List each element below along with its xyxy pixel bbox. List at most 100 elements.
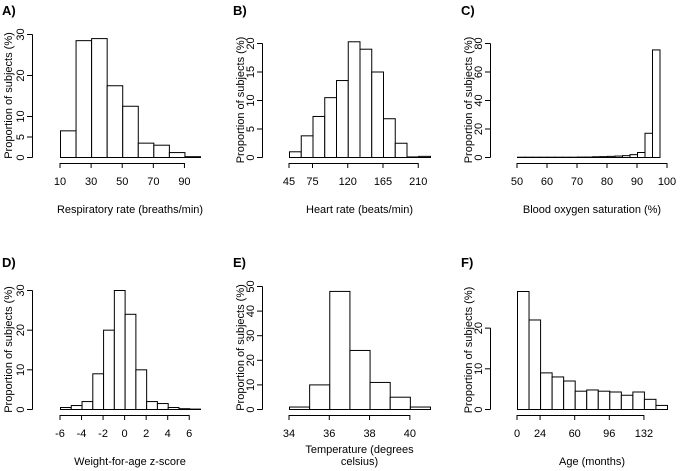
histogram-bar (70, 405, 83, 410)
histogram-bar (418, 155, 431, 159)
x-tick-label: 45 (283, 176, 295, 188)
x-axis-label-line2: celsius) (341, 456, 378, 468)
x-tick-label: 96 (603, 428, 615, 440)
y-tick-label: 5 (245, 126, 257, 132)
histogram-bar (103, 329, 115, 410)
histogram-bar (517, 291, 530, 410)
histogram-bar (81, 401, 94, 411)
histogram-bar (113, 290, 126, 410)
panel-letter: C) (461, 3, 475, 18)
x-axis-label: Age (months) (559, 456, 625, 468)
y-axis-label: Proportion of subjects (%) (235, 284, 247, 411)
x-tick-label: 60 (569, 428, 581, 440)
y-tick-label: 40 (245, 305, 257, 317)
histogram-bar (394, 142, 408, 158)
histogram-bar (122, 105, 139, 158)
histogram-bar (655, 404, 669, 410)
histogram-bar (629, 154, 638, 158)
x-tick-label: 34 (283, 428, 295, 440)
histogram-bar (137, 142, 155, 158)
x-tick-label: 100 (658, 176, 676, 188)
x-tick-label: 50 (511, 176, 523, 188)
histogram-bar (349, 349, 371, 410)
histogram-bar (574, 390, 588, 411)
histogram-bar (609, 391, 622, 410)
x-axis-label: Heart rate (beats/min) (306, 204, 413, 216)
y-tick-label: 10 (245, 94, 257, 106)
histogram-bar (289, 406, 311, 411)
histogram-bar (406, 156, 420, 158)
y-tick-label: 10 (245, 379, 257, 391)
y-tick-label: 80 (473, 37, 485, 49)
histogram-bar (622, 155, 631, 159)
histogram-bar (91, 38, 108, 158)
histogram-bar (60, 407, 72, 410)
x-tick-label: 70 (147, 176, 159, 188)
histogram-bar (289, 151, 302, 159)
histogram-bar (359, 48, 373, 159)
panel-letter: F) (461, 255, 473, 270)
histogram-bar (652, 49, 661, 158)
x-tick-label: 60 (541, 176, 553, 188)
x-tick-label: 80 (601, 176, 613, 188)
x-tick-label: 0 (514, 428, 520, 440)
y-tick-label: 20 (473, 322, 485, 334)
y-axis-label: Proportion of subjects (%) (463, 287, 475, 414)
histogram-bar (383, 118, 396, 158)
x-tick-label: 50 (116, 176, 128, 188)
x-axis-label: Respiratory rate (breaths/min) (57, 204, 203, 216)
histogram-bar (389, 396, 411, 411)
x-tick-label: 40 (404, 428, 416, 440)
histogram-bar (135, 369, 148, 411)
y-tick-label: 10 (15, 364, 27, 376)
histogram-bar (563, 380, 576, 411)
x-tick-label: 10 (54, 176, 66, 188)
histogram-bar (184, 156, 201, 158)
y-tick-label: 60 (473, 66, 485, 78)
x-axis-label: Temperature (degrees (305, 444, 414, 456)
histogram-bar (167, 407, 180, 410)
histogram-bar (644, 132, 653, 158)
x-tick-label: 165 (374, 176, 392, 188)
histogram-bar (156, 403, 169, 410)
y-tick-label: 0 (245, 406, 257, 412)
y-tick-label: 20 (15, 324, 27, 336)
histogram-bar (92, 373, 105, 410)
histogram-bar (124, 313, 137, 410)
x-axis-label: Blood oxygen saturation (%) (523, 204, 661, 216)
histogram-bar (599, 156, 608, 159)
histogram-bar (312, 115, 326, 158)
y-tick-label: 10 (473, 363, 485, 375)
x-tick-label: 30 (85, 176, 97, 188)
x-tick-label: -6 (55, 428, 65, 440)
y-tick-label: 0 (473, 406, 485, 412)
histogram-bar (347, 41, 361, 158)
y-tick-label: 0 (245, 154, 257, 160)
y-tick-label: 10 (15, 110, 27, 122)
histogram-bar (607, 155, 616, 159)
histogram-bar (106, 85, 124, 158)
y-tick-label: 0 (473, 154, 485, 160)
histogram-bar (60, 130, 77, 159)
histogram-bar (637, 152, 646, 158)
histogram-bar (540, 372, 553, 410)
y-tick-label: 20 (245, 37, 257, 49)
y-tick-label: 20 (15, 69, 27, 81)
histogram-bar (597, 390, 611, 411)
histogram-bar (592, 156, 601, 159)
y-axis-label: Proportion of subjects (%) (3, 286, 15, 413)
y-tick-label: 0 (15, 406, 27, 412)
y-tick-label: 30 (15, 284, 27, 296)
panel-letter: A) (2, 3, 16, 18)
x-tick-label: 4 (165, 428, 171, 440)
histogram-bar (153, 144, 170, 158)
x-tick-label: 0 (122, 428, 128, 440)
histogram-bar (300, 135, 314, 158)
histogram-bar (551, 376, 565, 410)
y-tick-label: 0 (15, 154, 27, 160)
panel-letter: B) (233, 3, 247, 18)
x-tick-label: 90 (631, 176, 643, 188)
